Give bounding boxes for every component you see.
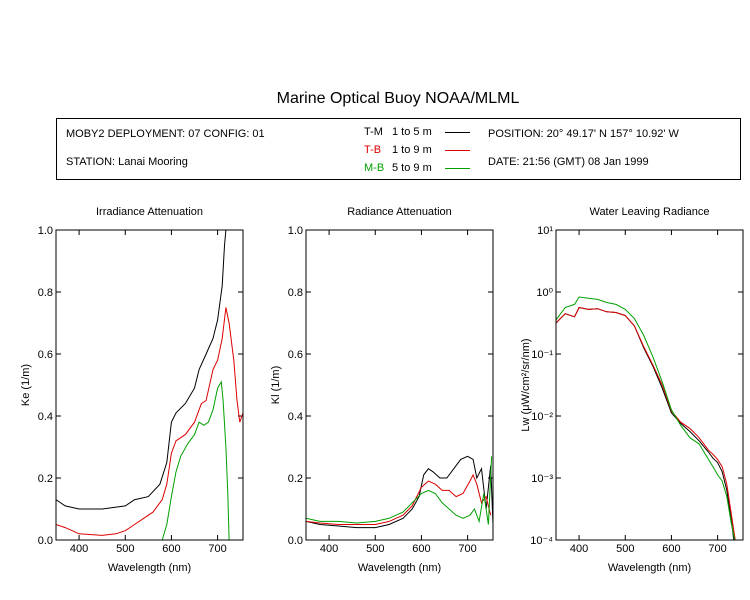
y-tick-label: 0.0 xyxy=(38,535,53,547)
y-tick-label: 10⁻¹ xyxy=(531,349,553,361)
y-tick-label: 10⁻⁴ xyxy=(530,535,553,547)
y-axis-label: Lw (μW/cm²/sr/nm) xyxy=(520,338,532,431)
date-text: DATE: 21:56 (GMT) 08 Jan 1999 xyxy=(488,156,649,168)
x-tick-label: 500 xyxy=(116,543,134,555)
series-line-t-b xyxy=(556,306,736,540)
x-tick-label: 700 xyxy=(708,543,726,555)
series-line-m-b xyxy=(556,296,736,540)
series-line-t-m xyxy=(306,455,493,529)
x-axis-label: Wavelength (nm) xyxy=(358,562,441,574)
y-tick-label: 0.4 xyxy=(288,411,303,423)
info-box: MOBY2 DEPLOYMENT: 07 CONFIG: 01 STATION:… xyxy=(56,118,741,180)
series-line-m-b xyxy=(161,380,230,540)
legend-line-mb xyxy=(445,168,470,169)
series-line-t-m xyxy=(56,230,227,510)
station-text: STATION: Lanai Mooring xyxy=(66,156,188,168)
legend-code-tm: T-M xyxy=(364,126,383,138)
plot-frame xyxy=(555,229,744,541)
x-tick-label: 500 xyxy=(616,543,634,555)
legend-line-tb xyxy=(445,150,470,151)
legend-range-mb: 5 to 9 m xyxy=(392,162,432,174)
series-line-t-m xyxy=(556,306,735,540)
panel-title: Irradiance Attenuation xyxy=(96,206,203,218)
x-tick-label: 400 xyxy=(570,543,588,555)
x-tick-label: 600 xyxy=(412,543,430,555)
panel-title: Radiance Attenuation xyxy=(347,206,452,218)
x-tick-label: 400 xyxy=(320,543,338,555)
plot-frame xyxy=(55,229,244,541)
y-axis-label: Kl (1/m) xyxy=(270,366,282,405)
legend-range-tb: 1 to 9 m xyxy=(392,144,432,156)
x-tick-label: 400 xyxy=(70,543,88,555)
legend-range-tm: 1 to 5 m xyxy=(392,126,432,138)
legend-line-tm xyxy=(445,132,470,133)
x-tick-label: 700 xyxy=(208,543,226,555)
y-tick-label: 0.4 xyxy=(38,411,53,423)
y-tick-label: 0.2 xyxy=(288,473,303,485)
x-tick-label: 600 xyxy=(162,543,180,555)
y-axis-label: Ke (1/m) xyxy=(20,364,32,406)
y-tick-label: 0.6 xyxy=(288,349,303,361)
plot-frame xyxy=(305,229,494,541)
position-text: POSITION: 20° 49.17' N 157° 10.92' W xyxy=(488,128,679,140)
x-axis-label: Wavelength (nm) xyxy=(108,562,191,574)
series-line-m-b xyxy=(306,456,493,525)
y-tick-label: 1.0 xyxy=(38,225,53,237)
x-tick-label: 500 xyxy=(366,543,384,555)
y-tick-label: 1.0 xyxy=(288,225,303,237)
y-tick-label: 10⁻³ xyxy=(531,473,553,485)
y-tick-label: 0.0 xyxy=(288,535,303,547)
x-tick-label: 600 xyxy=(662,543,680,555)
y-tick-label: 0.6 xyxy=(38,349,53,361)
legend-code-tb: T-B xyxy=(364,144,382,156)
chart-title: Marine Optical Buoy NOAA/MLML xyxy=(276,90,520,107)
y-tick-label: 10⁰ xyxy=(536,287,553,299)
x-tick-label: 700 xyxy=(458,543,476,555)
deployment-text: MOBY2 DEPLOYMENT: 07 CONFIG: 01 xyxy=(66,128,265,140)
y-tick-label: 0.2 xyxy=(38,473,53,485)
panel-title: Water Leaving Radiance xyxy=(589,206,709,218)
series-line-t-b xyxy=(306,473,492,525)
legend-code-mb: M-B xyxy=(364,162,385,174)
x-axis-label: Wavelength (nm) xyxy=(608,562,691,574)
y-tick-label: 0.8 xyxy=(38,287,53,299)
y-tick-label: 0.8 xyxy=(288,287,303,299)
series-line-t-b xyxy=(56,307,243,536)
y-tick-label: 10¹ xyxy=(537,225,553,237)
y-tick-label: 10⁻² xyxy=(531,411,553,423)
